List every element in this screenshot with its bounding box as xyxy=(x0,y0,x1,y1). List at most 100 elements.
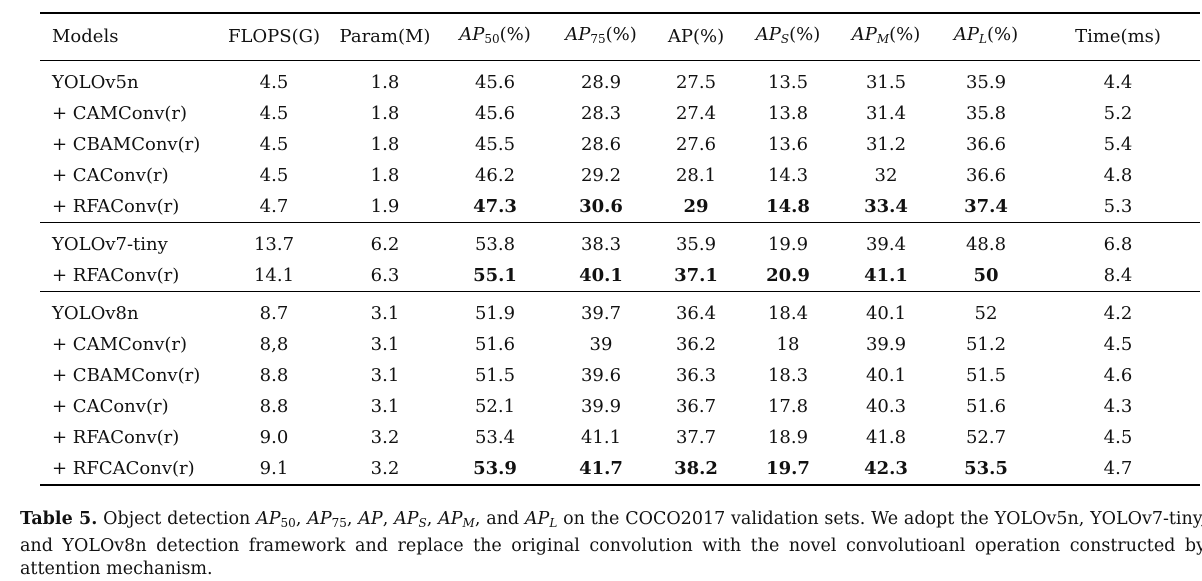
cell-time: 6.8 xyxy=(1103,234,1133,255)
cell-ap50: 45.6 xyxy=(474,103,516,124)
cell-aps: 13.5 xyxy=(767,72,809,93)
cell-apl: 51.5 xyxy=(965,365,1007,386)
caption-segment: , xyxy=(382,509,395,529)
header-aps: APS(%) xyxy=(740,13,836,61)
caption-math: AP xyxy=(358,509,383,529)
header-param: Param(M) xyxy=(339,26,431,47)
cell-ap: 27.6 xyxy=(675,134,717,155)
cell-apm: 41.8 xyxy=(865,427,907,448)
cell-model: + CBAMConv(r) xyxy=(52,365,201,386)
caption-segment: , xyxy=(295,509,308,529)
cell-apl: 50 xyxy=(973,265,999,286)
cell-ap75: 39.6 xyxy=(580,365,622,386)
cell-aps: 14.3 xyxy=(767,165,809,186)
cell-aps: 18.4 xyxy=(767,303,809,324)
cell-param: 3.2 xyxy=(370,427,400,448)
cell-flops: 8.8 xyxy=(259,365,289,386)
cell-ap: 36.7 xyxy=(675,396,717,417)
cell-apl: 36.6 xyxy=(965,165,1007,186)
table-body: YOLOv5n 4.5 1.8 45.6 28.9 27.5 13.5 31.5 35.9 4.4… xyxy=(40,60,1200,485)
cell-param: 1.9 xyxy=(370,196,400,217)
cell-apm: 31.2 xyxy=(865,134,907,155)
table-row: + CBAMConv(r) 8.8 3.1 51.5 39.6 36.3 18.3 40.1 5… xyxy=(40,360,1200,391)
table-row: YOLOv5n 4.5 1.8 45.6 28.9 27.5 13.5 31.5 35.9 4.4 xyxy=(40,60,1200,99)
cell-apl: 52.7 xyxy=(965,427,1007,448)
cell-apm: 31.4 xyxy=(865,103,907,124)
header-math-aps: APS(%) xyxy=(755,24,821,46)
cell-ap: 29 xyxy=(683,196,709,217)
cell-flops: 4.5 xyxy=(259,134,289,155)
cell-apl: 35.8 xyxy=(965,103,1007,124)
cell-apm: 40.1 xyxy=(865,365,907,386)
cell-apl: 37.4 xyxy=(964,196,1008,217)
cell-time: 5.3 xyxy=(1103,196,1133,217)
cell-aps: 20.9 xyxy=(766,265,810,286)
cell-ap: 38.2 xyxy=(674,458,718,479)
cell-ap50: 51.5 xyxy=(474,365,516,386)
cell-flops: 13.7 xyxy=(253,234,295,255)
cell-param: 1.8 xyxy=(370,72,400,93)
cell-ap75: 41.1 xyxy=(580,427,622,448)
caption-math: APS xyxy=(394,509,427,530)
cell-time: 8.4 xyxy=(1103,265,1133,286)
cell-ap75: 39.7 xyxy=(580,303,622,324)
cell-ap50: 46.2 xyxy=(474,165,516,186)
cell-time: 4.5 xyxy=(1103,427,1133,448)
cell-apm: 31.5 xyxy=(865,72,907,93)
cell-aps: 19.7 xyxy=(766,458,810,479)
cell-aps: 18 xyxy=(776,334,800,355)
cell-ap: 36.4 xyxy=(675,303,717,324)
cell-ap50: 53.8 xyxy=(474,234,516,255)
cell-model: + RFAConv(r) xyxy=(52,427,180,448)
cell-ap50: 51.6 xyxy=(474,334,516,355)
caption-segment: Object detection xyxy=(97,509,257,529)
cell-model: + CBAMConv(r) xyxy=(52,134,201,155)
cell-param: 1.8 xyxy=(370,165,400,186)
header-ap75: AP75(%) xyxy=(550,13,652,61)
cell-param: 1.8 xyxy=(370,103,400,124)
cell-model: YOLOv7-tiny xyxy=(52,234,168,255)
cell-ap50: 51.9 xyxy=(474,303,516,324)
header-apm: APM(%) xyxy=(836,13,936,61)
table-row: + RFCAConv(r) 9.1 3.2 53.9 41.7 38.2 19.7 42.3 5… xyxy=(40,453,1200,485)
cell-flops: 9.0 xyxy=(259,427,289,448)
cell-ap: 37.7 xyxy=(675,427,717,448)
cell-ap75: 28.3 xyxy=(580,103,622,124)
cell-time: 5.4 xyxy=(1103,134,1133,155)
cell-ap: 35.9 xyxy=(675,234,717,255)
cell-ap75: 40.1 xyxy=(579,265,623,286)
cell-aps: 14.8 xyxy=(766,196,810,217)
caption-math: AP75 xyxy=(307,509,347,530)
cell-flops: 4.5 xyxy=(259,165,289,186)
cell-flops: 14.1 xyxy=(253,265,295,286)
header-ap50: AP50(%) xyxy=(440,13,550,61)
cell-param: 3.2 xyxy=(370,458,400,479)
cell-apm: 32 xyxy=(874,165,898,186)
cell-ap: 37.1 xyxy=(674,265,718,286)
caption-segment: , and xyxy=(474,509,525,529)
results-table-figure: Models FLOPS(G) Param(M) AP50(%) AP75(%) AP(%… xyxy=(10,12,1202,579)
header-model: Models xyxy=(52,26,119,47)
results-table: Models FLOPS(G) Param(M) AP50(%) AP75(%) AP(%… xyxy=(40,12,1200,486)
cell-ap50: 45.6 xyxy=(474,72,516,93)
cell-model: + CAMConv(r) xyxy=(52,103,188,124)
cell-param: 6.3 xyxy=(370,265,400,286)
cell-ap: 27.4 xyxy=(675,103,717,124)
header-math-ap75: AP75(%) xyxy=(565,24,637,46)
cell-flops: 8,8 xyxy=(259,334,289,355)
table-row: + CAMConv(r) 4.5 1.8 45.6 28.3 27.4 13.8 31.4 35… xyxy=(40,98,1200,129)
cell-time: 4.2 xyxy=(1103,303,1133,324)
cell-param: 3.1 xyxy=(370,365,400,386)
cell-ap: 27.5 xyxy=(675,72,717,93)
header-math-apm: APM(%) xyxy=(851,24,921,46)
caption-text: Object detection AP50, AP75, AP, APS, AP… xyxy=(20,509,1202,579)
cell-apl: 53.5 xyxy=(964,458,1008,479)
caption-label: Table 5. xyxy=(20,509,98,529)
caption-math: AP50 xyxy=(256,509,296,530)
cell-apl: 51.2 xyxy=(965,334,1007,355)
header-flops: FLOPS(G) xyxy=(227,26,321,47)
cell-aps: 19.9 xyxy=(767,234,809,255)
cell-ap50: 55.1 xyxy=(473,265,517,286)
cell-ap75: 41.7 xyxy=(579,458,623,479)
cell-apm: 39.9 xyxy=(865,334,907,355)
